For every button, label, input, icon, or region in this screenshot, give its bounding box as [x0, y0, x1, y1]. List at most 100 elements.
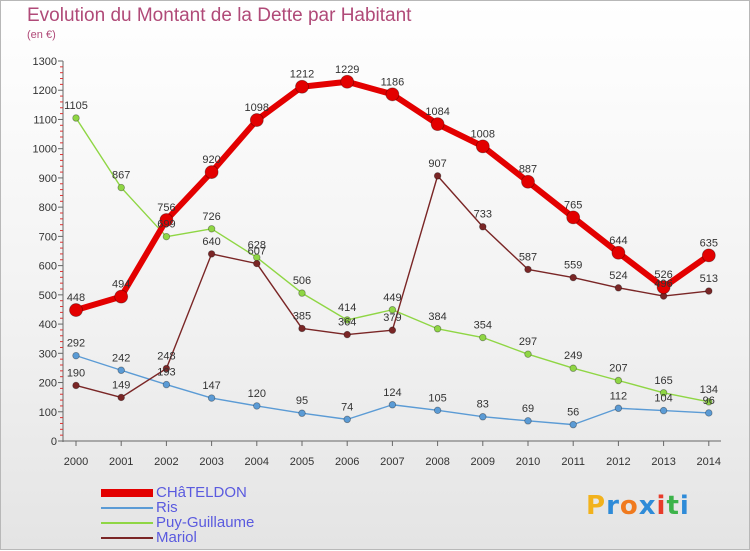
series-2-data-label: 165	[654, 375, 672, 387]
series-1-point	[524, 417, 532, 425]
y-tick-label: 700	[39, 231, 57, 243]
series-1-point	[659, 406, 668, 415]
series-1-data-label: 95	[296, 395, 308, 407]
logo-letter: P	[586, 491, 607, 521]
y-tick-label: 1000	[33, 144, 57, 156]
series-2-point	[388, 306, 397, 314]
series-3-point	[253, 259, 261, 268]
series-3-data-label: 364	[338, 317, 356, 329]
logo-letter: x	[638, 491, 657, 521]
series-3-data-label: 379	[383, 312, 401, 324]
series-3-point	[298, 324, 306, 333]
series-2-point	[298, 289, 306, 297]
series-3-point	[207, 250, 216, 258]
series-3-data-label: 149	[112, 379, 130, 391]
legend-label: CHâTELDON	[156, 484, 247, 501]
series-0-data-label: 635	[700, 237, 718, 249]
y-tick-label: 1200	[33, 85, 57, 97]
series-0-data-label: 1229	[335, 64, 359, 76]
series-3-point	[569, 273, 577, 282]
x-tick-label: 2011	[561, 456, 585, 468]
series-3-point	[72, 381, 80, 390]
series-1-point	[433, 406, 442, 415]
series-1-point	[388, 401, 397, 409]
series-1-data-label: 242	[112, 352, 130, 364]
y-tick-label: 500	[39, 290, 57, 302]
series-1-point	[162, 380, 171, 389]
series-1-data-label: 120	[248, 388, 266, 400]
series-1-data-label: 105	[428, 392, 446, 404]
proxiti-logo: Proxiti	[586, 491, 690, 521]
series-0-data-label: 494	[112, 279, 130, 291]
y-tick-label: 0	[51, 436, 57, 448]
series-3-point	[614, 284, 623, 292]
x-tick-label: 2001	[109, 456, 133, 468]
x-tick-label: 2012	[606, 456, 630, 468]
series-1-data-label: 124	[383, 387, 401, 399]
series-3-data-label: 587	[519, 251, 537, 263]
x-tick-label: 2006	[335, 456, 359, 468]
series-3-data-label: 733	[474, 209, 492, 221]
series-1-data-label: 147	[202, 380, 220, 392]
series-0-point	[69, 303, 83, 317]
series-0-point	[385, 87, 400, 102]
x-tick-label: 2000	[64, 456, 88, 468]
legend-label: Mariol	[156, 529, 197, 546]
series-2-data-label: 384	[428, 311, 446, 323]
series-2-data-label: 699	[157, 219, 175, 231]
series-0-data-label: 887	[519, 164, 537, 176]
y-tick-label: 600	[39, 261, 57, 273]
series-0-point	[611, 245, 626, 260]
series-2-point	[659, 389, 668, 397]
series-0-data-label: 644	[609, 235, 627, 247]
series-3-data-label: 513	[700, 273, 718, 285]
series-0-data-label: 1212	[290, 69, 314, 81]
series-0-data-label: 756	[157, 202, 175, 214]
series-2-data-label: 249	[564, 350, 582, 362]
series-0-point	[204, 165, 219, 179]
series-0-point	[340, 74, 355, 89]
series-0-point	[566, 210, 581, 225]
logo-letter: i	[656, 491, 667, 521]
series-3-data-label: 524	[609, 270, 627, 282]
series-2-data-label: 726	[202, 211, 220, 223]
series-3-point	[524, 265, 532, 274]
y-tick-label: 400	[39, 319, 57, 331]
x-tick-label: 2007	[380, 456, 404, 468]
series-3-data-label: 190	[67, 367, 85, 379]
y-tick-label: 900	[39, 173, 57, 185]
x-tick-label: 2002	[154, 456, 178, 468]
series-0-data-label: 765	[564, 199, 582, 211]
series-2-point	[524, 350, 532, 358]
series-0-data-label: 448	[67, 292, 85, 304]
series-3-data-label: 640	[202, 236, 220, 248]
series-0-data-label: 1098	[245, 102, 269, 114]
series-0-point	[656, 280, 671, 295]
series-3-data-label: 385	[293, 310, 311, 322]
series-3-data-label: 607	[248, 246, 266, 258]
series-3-data-label: 248	[157, 351, 175, 363]
logo-letter: t	[666, 491, 680, 521]
legend-label: Puy-Guillaume	[156, 514, 255, 531]
y-tick-label: 800	[39, 202, 57, 214]
series-1-data-label: 193	[157, 367, 175, 379]
legend-swatch	[101, 537, 153, 539]
series-0-data-label: 1084	[425, 106, 449, 118]
logo-letter: r	[606, 491, 620, 521]
series-2-data-label: 449	[383, 292, 401, 304]
logo-letter: i	[679, 491, 690, 521]
chart-title: Evolution du Montant de la Dette par Hab…	[27, 5, 412, 26]
series-1-data-label: 96	[703, 395, 715, 407]
series-1-point	[117, 366, 125, 374]
series-3-point	[162, 364, 171, 373]
series-1-data-label: 104	[654, 393, 672, 405]
series-1-data-label: 83	[477, 399, 489, 411]
series-1-data-label: 292	[67, 338, 85, 350]
legend-swatch	[101, 507, 153, 509]
series-1-point	[479, 413, 487, 421]
series-3-data-label: 907	[428, 158, 446, 170]
series-1-point	[72, 351, 80, 360]
series-0-point	[114, 289, 129, 304]
